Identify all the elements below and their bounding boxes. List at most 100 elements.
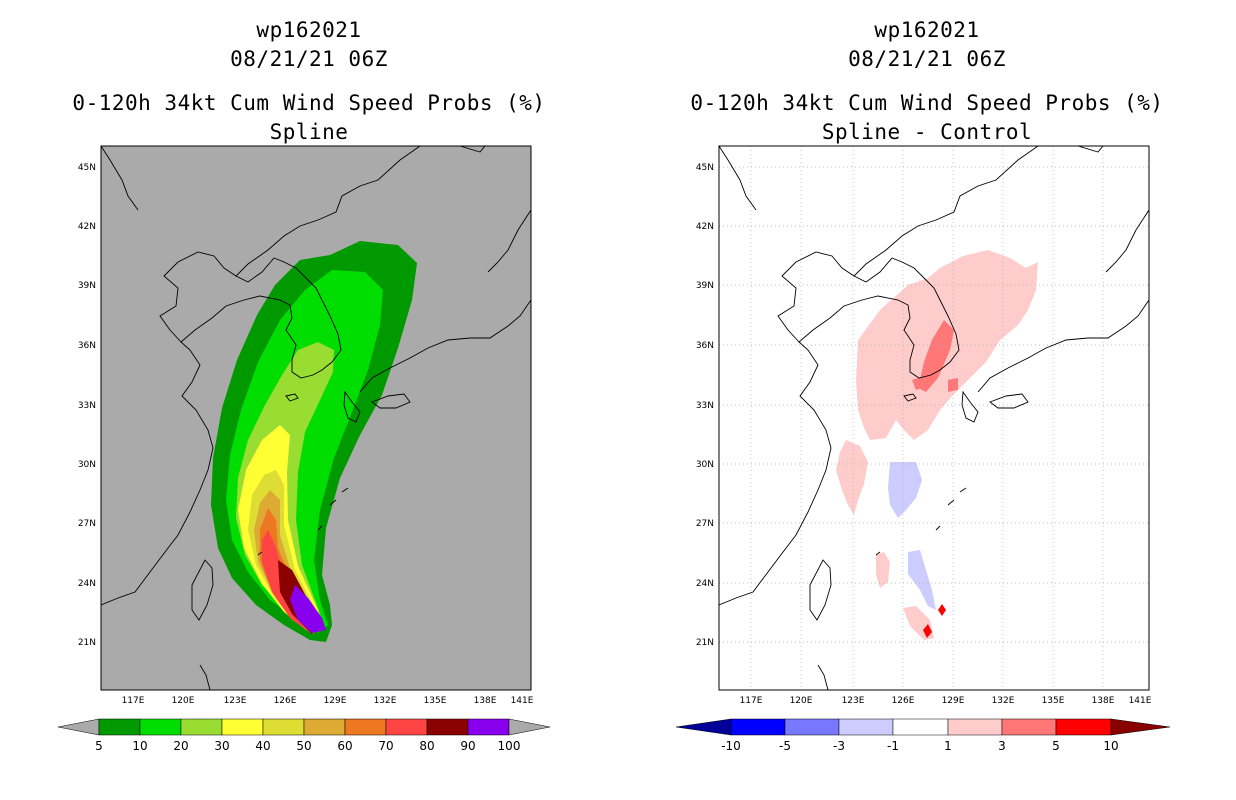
lon-label: 138E	[1092, 696, 1115, 706]
diff-pos-5-10-a	[923, 624, 932, 638]
coast-shikoku	[989, 393, 1029, 409]
coast-jeju	[285, 393, 299, 402]
colorbar-under	[57, 718, 100, 736]
coast-china-korea	[101, 146, 486, 606]
lat-labels: 45N 42N 39N 36N 33N 30N 27N 24N 21N	[696, 163, 714, 648]
colorbar-swatch	[139, 718, 182, 736]
coast-japan-north	[487, 209, 531, 273]
lon-label: 123E	[842, 696, 865, 706]
coastlines	[101, 146, 531, 690]
probability-contours	[211, 241, 417, 642]
lat-label: 45N	[78, 163, 96, 173]
coast-honshu	[977, 299, 1149, 393]
colorbar-label: 10	[132, 739, 147, 753]
diff-neg-1-3-b	[908, 550, 936, 610]
panel-spline: wp162021 08/21/21 06Z 0-120h 34kt Cum Wi…	[57, 18, 551, 753]
coast-taiwan	[809, 559, 832, 621]
panel-subtitle: Spline	[269, 120, 349, 144]
colorbar-swatch	[344, 718, 387, 736]
coast-china-korea	[719, 146, 1104, 606]
map-frame	[718, 145, 1150, 691]
coast-ryukyu	[817, 487, 967, 690]
diff-pos-3-5-c	[948, 378, 958, 392]
coastlines	[719, 146, 1149, 690]
coast-inner-china	[719, 146, 757, 211]
lat-label: 33N	[78, 401, 96, 411]
map-frame	[100, 145, 532, 691]
colorbar-label: -1	[887, 739, 899, 753]
lon-labels: 117E 120E 123E 126E 129E 132E 135E 138E …	[740, 696, 1152, 706]
datetime: 08/21/21 06Z	[848, 47, 1006, 71]
diff-pos-3-5-b	[912, 376, 926, 390]
colorbar-swatch	[730, 718, 786, 736]
lat-label: 39N	[78, 281, 96, 291]
diff-pos-3-5-korea	[918, 320, 954, 392]
lat-label: 27N	[696, 519, 714, 529]
lat-label: 33N	[696, 401, 714, 411]
lon-label: 129E	[942, 696, 965, 706]
colorbar-swatch	[385, 718, 428, 736]
lat-label: 27N	[78, 519, 96, 529]
colorbar-label: 100	[498, 739, 521, 753]
lon-labels: 117E 120E 123E 126E 129E 132E 135E 138E …	[122, 696, 534, 706]
lon-label: 117E	[122, 696, 145, 706]
lon-label: 135E	[1042, 696, 1065, 706]
colorbar-swatch	[221, 718, 264, 736]
colorbar-swatch	[838, 718, 894, 736]
colorbar-label: 80	[419, 739, 434, 753]
lon-label: 138E	[474, 696, 497, 706]
map-spline-control: 45N 42N 39N 36N 33N 30N 27N 24N 21N 117E…	[675, 145, 1171, 753]
colorbar-label: -5	[779, 739, 791, 753]
coast-ryukyu	[199, 487, 349, 690]
colorbar-swatch	[784, 718, 840, 736]
colorbar-label: 5	[1052, 739, 1060, 753]
colorbar-swatch	[1001, 718, 1057, 736]
lon-label: 141E	[511, 696, 534, 706]
diff-neg-1-3-a	[888, 462, 922, 518]
colorbar-swatch	[303, 718, 346, 736]
lon-label: 126E	[274, 696, 297, 706]
lat-label: 36N	[696, 341, 714, 351]
coast-jeju	[903, 393, 917, 402]
contour-100	[290, 585, 326, 633]
diff-pos-5-10-b	[938, 604, 946, 616]
coast-japan-north	[1105, 209, 1149, 273]
colorbar-label: 5	[95, 739, 103, 753]
lon-label: 117E	[740, 696, 763, 706]
lat-label: 30N	[78, 460, 96, 470]
coast-bohai	[159, 251, 237, 343]
colorbar-swatch	[262, 718, 305, 736]
storm-id: wp162021	[874, 18, 980, 42]
coast-bohai	[777, 251, 855, 343]
panel-subtitle: Spline - Control	[821, 120, 1033, 144]
colorbar-difference: -10 -5 -3 -1 1 3 5 10	[675, 718, 1171, 753]
colorbar-label: -3	[833, 739, 845, 753]
lat-label: 21N	[78, 638, 96, 648]
lon-label: 132E	[374, 696, 397, 706]
lat-label: 36N	[78, 341, 96, 351]
graticule	[719, 146, 1149, 690]
lon-label: 126E	[892, 696, 915, 706]
colorbar-label: 70	[378, 739, 393, 753]
colorbar-label: 60	[337, 739, 352, 753]
coast-inner-china	[101, 146, 139, 211]
product-title: 0-120h 34kt Cum Wind Speed Probs (%)	[690, 91, 1164, 115]
colorbar-over	[1110, 718, 1171, 736]
colorbar-swatch	[426, 718, 469, 736]
colorbar-spline: 5 10 20 30 40 50 60 70 80 90 100	[57, 718, 551, 753]
coast-kyushu	[961, 390, 979, 423]
lat-labels: 45N 42N 39N 36N 33N 30N 27N 24N 21N	[78, 163, 96, 648]
map-spline: 45N 42N 39N 36N 33N 30N 27N 24N 21N 117E…	[57, 145, 551, 753]
lat-label: 42N	[696, 222, 714, 232]
colorbar-label: 40	[255, 739, 270, 753]
lat-label: 42N	[78, 222, 96, 232]
coast-shikoku	[371, 393, 411, 409]
lat-label: 39N	[696, 281, 714, 291]
lon-label: 135E	[424, 696, 447, 706]
product-title: 0-120h 34kt Cum Wind Speed Probs (%)	[72, 91, 546, 115]
colorbar-label: 3	[998, 739, 1006, 753]
panel-spline-control: wp162021 08/21/21 06Z 0-120h 34kt Cum Wi…	[618, 0, 1236, 800]
colorbar-swatch	[1055, 718, 1112, 736]
lat-label: 45N	[696, 163, 714, 173]
lat-label: 21N	[696, 638, 714, 648]
